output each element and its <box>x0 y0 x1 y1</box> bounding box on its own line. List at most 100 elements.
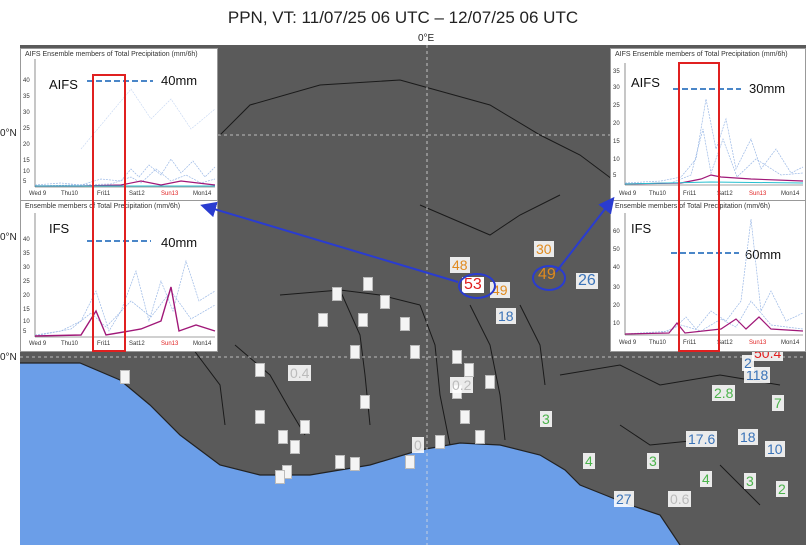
x-tick: Sat12 <box>717 340 733 346</box>
x-tick: Mon14 <box>781 340 800 346</box>
y-tick: 20 <box>613 303 620 309</box>
station-box[interactable] <box>363 277 373 291</box>
obs-value: 0.6 <box>668 491 692 507</box>
station-box[interactable] <box>255 363 265 377</box>
x-tick: Fri11 <box>683 191 697 197</box>
x-tick: Thu10 <box>649 191 667 197</box>
station-box[interactable] <box>350 457 360 471</box>
y-tick: 10 <box>613 321 620 327</box>
y-tick: 25 <box>23 279 30 285</box>
station-box[interactable] <box>405 455 415 469</box>
station-box[interactable] <box>485 375 495 389</box>
station-box[interactable] <box>275 470 285 484</box>
station-box[interactable] <box>410 345 420 359</box>
obs-value: 18 <box>496 308 516 324</box>
panel-title: AIFS Ensemble members of Total Precipita… <box>25 51 198 58</box>
obs-value: 4 <box>583 453 595 469</box>
ensemble-plot <box>34 59 216 188</box>
station-box[interactable] <box>335 455 345 469</box>
threshold-label: 40mm <box>161 235 198 250</box>
ensemble-plot <box>34 213 216 338</box>
threshold-label: 40mm <box>161 73 198 88</box>
x-tick: Thu10 <box>649 340 667 346</box>
obs-value: 0.4 <box>288 365 312 381</box>
longitude-label: 0°E <box>418 33 435 44</box>
ocean <box>20 363 680 545</box>
obs-value: 7 <box>772 395 784 411</box>
x-tick: Wed 9 <box>29 191 47 197</box>
model-label: AIFS <box>631 75 660 90</box>
x-tick: Sun13 <box>749 191 767 197</box>
x-tick: Wed 9 <box>619 191 637 197</box>
panel-title: Ensemble members of Total Precipitation … <box>615 203 771 210</box>
x-tick: Sat12 <box>717 191 733 197</box>
station-box[interactable] <box>460 410 470 424</box>
ensemble-plot <box>624 213 804 336</box>
obs-value: 26 <box>576 272 598 289</box>
station-box[interactable] <box>290 440 300 454</box>
panel-right-aifs[interactable]: AIFS Ensemble members of Total Precipita… <box>610 48 806 202</box>
x-tick: Wed 9 <box>29 341 47 347</box>
y-tick: 25 <box>613 103 620 109</box>
country-borders <box>189 79 781 506</box>
station-box[interactable] <box>332 287 342 301</box>
station-box[interactable] <box>464 363 474 377</box>
obs-value: 0 <box>412 437 424 453</box>
y-tick: 50 <box>613 247 620 253</box>
station-box[interactable] <box>475 430 485 444</box>
map-title: PPN, VT: 11/07/25 06 UTC – 12/07/25 06 U… <box>227 8 579 27</box>
obs-value: 3 <box>540 411 552 427</box>
obs-value: 2.8 <box>712 385 736 401</box>
y-tick: 30 <box>23 110 30 116</box>
x-tick: Wed 9 <box>619 340 637 346</box>
station-box[interactable] <box>255 410 265 424</box>
highlight-circle-49 <box>532 265 566 291</box>
y-tick: 20 <box>23 293 30 299</box>
y-tick: 40 <box>613 265 620 271</box>
y-tick: 15 <box>23 158 30 164</box>
obs-value: 4 <box>700 471 712 487</box>
station-box[interactable] <box>300 420 310 434</box>
y-tick: 30 <box>613 285 620 291</box>
station-box[interactable] <box>435 435 445 449</box>
y-tick: 40 <box>23 237 30 243</box>
obs-value: 118 <box>744 367 771 383</box>
station-box[interactable] <box>360 395 370 409</box>
panel-title: Ensemble members of Total Precipitation … <box>25 203 181 210</box>
y-tick: 60 <box>613 229 620 235</box>
model-label: IFS <box>49 221 70 236</box>
y-tick: 30 <box>613 85 620 91</box>
station-box[interactable] <box>400 317 410 331</box>
station-box[interactable] <box>318 313 328 327</box>
y-tick: 20 <box>613 121 620 127</box>
x-tick: Thu10 <box>61 341 79 347</box>
ensemble-plot <box>624 63 804 186</box>
x-tick: Sun13 <box>161 341 179 347</box>
station-box[interactable] <box>380 295 390 309</box>
station-box[interactable] <box>452 350 462 364</box>
x-tick: Thu10 <box>61 191 79 197</box>
obs-value: 48 <box>450 257 470 273</box>
y-tick: 35 <box>23 251 30 257</box>
panel-left-aifs[interactable]: AIFS Ensemble members of Total Precipita… <box>20 48 218 202</box>
panel-right-ifs[interactable]: Ensemble members of Total Precipitation … <box>610 200 806 352</box>
station-box[interactable] <box>358 313 368 327</box>
obs-value: 0.2 <box>450 377 474 393</box>
x-tick: Fri11 <box>97 191 111 197</box>
station-box[interactable] <box>120 370 130 384</box>
y-tick: 5 <box>23 179 27 185</box>
highlight-circle-53 <box>458 273 496 299</box>
y-tick: 30 <box>23 265 30 271</box>
y-tick: 15 <box>613 139 620 145</box>
x-tick: Mon14 <box>781 191 800 197</box>
station-box[interactable] <box>278 430 288 444</box>
y-tick: 10 <box>23 319 30 325</box>
obs-value: 10 <box>765 441 785 457</box>
y-tick: 10 <box>613 157 620 163</box>
station-box[interactable] <box>350 345 360 359</box>
model-label: IFS <box>631 221 652 236</box>
x-tick: Mon14 <box>193 341 212 347</box>
y-tick: 35 <box>613 69 620 75</box>
forecast-window-box-left <box>92 74 126 352</box>
y-tick: 5 <box>613 173 617 179</box>
